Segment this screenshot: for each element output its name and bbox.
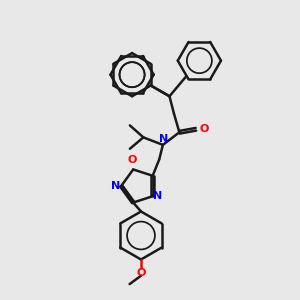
Text: N: N: [154, 191, 163, 201]
Text: N: N: [159, 134, 168, 144]
Text: O: O: [127, 155, 136, 165]
Text: N: N: [111, 181, 120, 191]
Text: O: O: [136, 268, 146, 278]
Text: O: O: [200, 124, 209, 134]
